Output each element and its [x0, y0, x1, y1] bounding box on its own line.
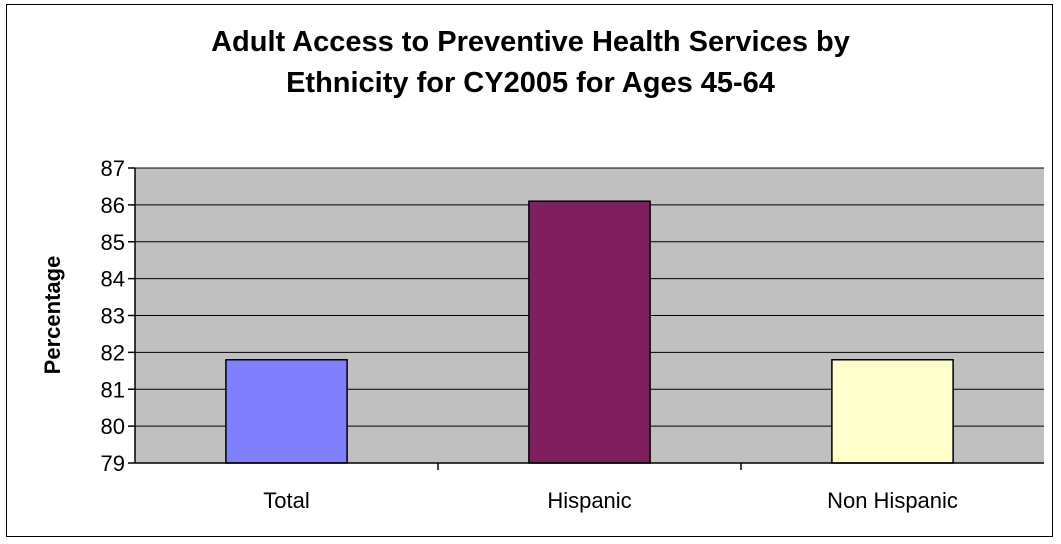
y-axis-label: Percentage [40, 256, 65, 375]
y-tick-label-83: 83 [101, 304, 125, 329]
bars [225, 200, 954, 464]
bar-non-hispanic [831, 359, 954, 464]
chart-title: Adult Access to Preventive Health Servic… [0, 22, 1061, 104]
y-tick-label-80: 80 [101, 414, 125, 439]
y-axis-ticks: 79 80 81 82 83 84 85 86 87 [101, 156, 742, 476]
chart-title-line-2: Ethnicity for CY2005 for Ages 45-64 [286, 67, 775, 99]
chart-title-line-1: Adult Access to Preventive Health Servic… [211, 26, 850, 58]
x-category-label-total: Total [263, 488, 309, 513]
bar-hispanic [528, 200, 651, 464]
y-tick-label-79: 79 [101, 451, 125, 476]
y-tick-label-85: 85 [101, 230, 125, 255]
x-axis-labels: Total Hispanic Non Hispanic [263, 488, 958, 513]
x-category-label-non-hispanic: Non Hispanic [827, 488, 958, 513]
y-tick-label-81: 81 [101, 377, 125, 402]
x-category-label-hispanic: Hispanic [547, 488, 631, 513]
y-tick-label-87: 87 [101, 156, 125, 181]
y-tick-label-84: 84 [101, 267, 125, 292]
bar-total [225, 359, 348, 464]
y-tick-label-86: 86 [101, 193, 125, 218]
y-tick-label-82: 82 [101, 340, 125, 365]
